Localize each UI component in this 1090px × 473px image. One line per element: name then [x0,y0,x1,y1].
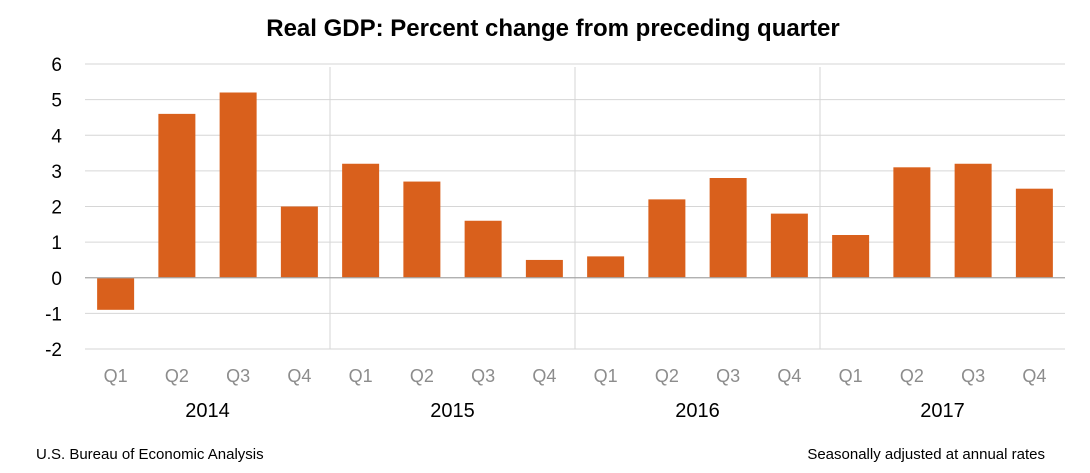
x-tick-label: Q1 [349,366,373,386]
x-tick-label: Q4 [287,366,311,386]
bars [97,92,1053,310]
bar [464,220,502,278]
y-tick-label: 1 [51,233,62,254]
year-label: 2014 [185,400,230,422]
x-tick-label: Q1 [104,366,128,386]
bar [403,181,441,278]
x-tick-label: Q2 [165,366,189,386]
y-tick-label: -1 [45,304,62,325]
x-tick-label: Q1 [594,366,618,386]
bar [1015,188,1053,278]
y-tick-label: -2 [45,340,62,361]
bar [280,206,318,278]
y-tick-label: 5 [51,91,62,112]
year-label: 2016 [675,400,720,422]
bar [832,235,870,278]
bar [709,178,747,278]
x-tick-label: Q3 [961,366,985,386]
bar [648,199,686,278]
y-tick-label: 4 [51,126,62,147]
x-tick-label: Q2 [900,366,924,386]
year-labels: 2014 2015 2016 2017 [185,400,965,422]
rate-note: Seasonally adjusted at annual rates [807,446,1045,463]
y-tick-label: 6 [51,55,62,76]
y-tick-label: 2 [51,198,62,219]
x-tick-labels: Q1 Q2 Q3 Q4 Q1 Q2 Q3 Q4 Q1 Q2 Q3 Q4 Q1 Q2 Q3 Q4 [104,366,1047,386]
x-tick-label: Q3 [471,366,495,386]
x-tick-label: Q2 [655,366,679,386]
x-tick-label: Q4 [1022,366,1046,386]
chart-title: Real GDP: Percent change from preceding … [266,15,839,42]
bar [219,92,257,278]
bar [893,167,931,278]
bar [954,163,992,278]
year-separators [329,67,821,349]
x-tick-label: Q4 [532,366,556,386]
bar [587,256,625,278]
x-tick-label: Q1 [839,366,863,386]
bar [770,213,808,278]
year-label: 2015 [430,400,475,422]
x-tick-label: Q3 [716,366,740,386]
x-tick-label: Q3 [226,366,250,386]
bar [97,277,135,310]
x-tick-label: Q2 [410,366,434,386]
y-tick-labels: 6 5 4 3 2 1 0 -1 -2 [45,55,62,361]
y-tick-label: 3 [51,162,62,183]
bar [158,113,196,278]
bar [342,163,380,278]
x-tick-label: Q4 [777,366,801,386]
year-label: 2017 [920,400,965,422]
bar [525,259,563,278]
source-note: U.S. Bureau of Economic Analysis [36,446,264,463]
y-tick-label: 0 [51,269,62,290]
